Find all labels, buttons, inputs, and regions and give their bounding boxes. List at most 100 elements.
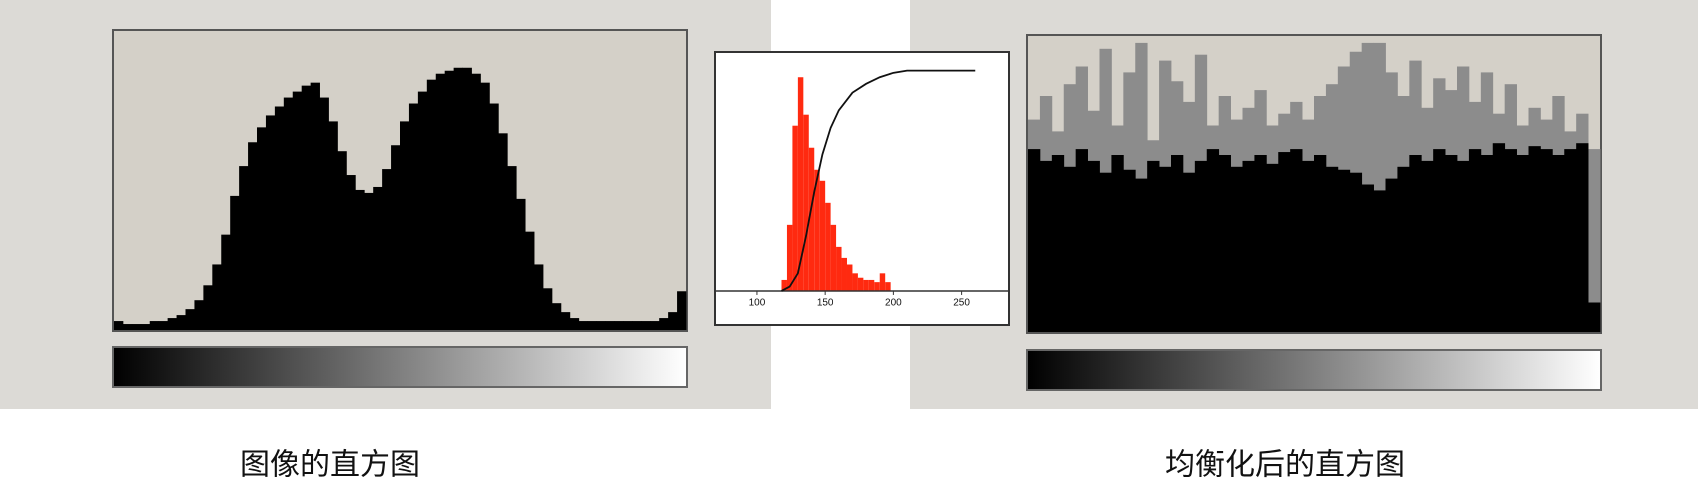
bar — [516, 198, 526, 330]
bar — [641, 321, 651, 330]
histogram-bar — [874, 282, 880, 291]
caption: 均衡化后的直方图 — [1165, 448, 1405, 483]
bar — [194, 300, 204, 330]
bar — [1028, 149, 1041, 332]
bar — [1218, 155, 1231, 332]
histogram-bar — [857, 277, 864, 291]
bar — [1302, 160, 1315, 332]
bar — [1409, 155, 1422, 332]
bar — [158, 321, 169, 330]
bar — [1087, 160, 1100, 332]
bar — [1063, 166, 1077, 332]
bar — [185, 309, 195, 330]
bar — [462, 67, 472, 330]
bar — [1171, 155, 1184, 332]
bar — [578, 321, 589, 330]
bar — [1266, 163, 1279, 332]
bar — [212, 264, 222, 330]
bar — [1075, 149, 1088, 332]
bar — [355, 189, 365, 330]
bar — [1457, 160, 1470, 332]
bar — [114, 321, 124, 330]
histogram-bar — [841, 257, 847, 291]
bar — [1480, 155, 1494, 332]
x-tick-label: 250 — [953, 298, 970, 309]
bar — [373, 186, 383, 330]
bar — [453, 67, 463, 330]
bar — [239, 166, 249, 330]
bar — [1099, 172, 1112, 332]
bar — [1337, 169, 1351, 332]
bar — [1349, 172, 1363, 332]
bar — [203, 285, 213, 330]
bar — [632, 321, 642, 330]
bar — [1314, 155, 1327, 332]
bar — [1552, 155, 1565, 332]
histogram-bar — [863, 279, 869, 291]
bar — [614, 321, 624, 330]
bar — [525, 231, 535, 330]
bar — [1194, 160, 1208, 332]
bar — [149, 321, 160, 330]
bar — [1397, 166, 1410, 332]
bar — [167, 318, 177, 330]
bar — [623, 321, 633, 330]
bar — [1528, 146, 1541, 332]
bar — [534, 264, 544, 330]
bar — [408, 103, 419, 331]
bar — [1373, 190, 1386, 332]
bar — [1254, 155, 1267, 332]
bar — [1588, 149, 1601, 332]
bar — [274, 106, 285, 330]
bar — [605, 321, 615, 330]
bar — [668, 312, 678, 330]
bar — [248, 142, 258, 330]
histogram-bar — [814, 169, 820, 291]
histogram-bar — [825, 202, 831, 291]
cumulative-line — [781, 69, 976, 292]
bar — [569, 318, 580, 330]
bar — [131, 324, 142, 330]
bar — [310, 82, 320, 330]
bar — [507, 166, 517, 330]
bar — [650, 321, 660, 330]
bar — [1516, 155, 1529, 332]
bar — [1433, 149, 1446, 332]
bar — [1361, 184, 1374, 332]
bar — [1123, 169, 1136, 332]
bar — [400, 121, 410, 331]
histogram-bar — [781, 279, 787, 291]
bar — [328, 121, 338, 331]
bar — [1039, 160, 1053, 332]
bar — [1504, 149, 1517, 332]
bar — [1111, 155, 1124, 332]
bar — [1385, 178, 1398, 332]
bar — [346, 175, 356, 330]
caption: 图像的直方图 — [240, 448, 420, 483]
bar — [560, 312, 571, 330]
bar — [435, 73, 446, 330]
bar — [1278, 152, 1291, 332]
bar — [1468, 149, 1482, 332]
bar — [1230, 166, 1243, 332]
bar — [391, 145, 401, 330]
gray-gradient — [1026, 349, 1602, 391]
bar — [1206, 149, 1220, 332]
histogram-bar — [846, 264, 853, 291]
bar — [1564, 149, 1577, 332]
bar — [1492, 143, 1506, 332]
gray-gradient — [112, 346, 688, 388]
x-tick-label: 100 — [749, 298, 766, 309]
histogram-bar — [836, 246, 842, 291]
bar — [265, 115, 276, 330]
histogram-bar — [808, 147, 815, 291]
bar — [1051, 155, 1065, 332]
bar — [337, 151, 347, 330]
bar — [140, 324, 151, 330]
bar — [382, 169, 392, 330]
bar — [292, 91, 303, 330]
bar — [1588, 302, 1601, 332]
bar — [551, 303, 562, 330]
